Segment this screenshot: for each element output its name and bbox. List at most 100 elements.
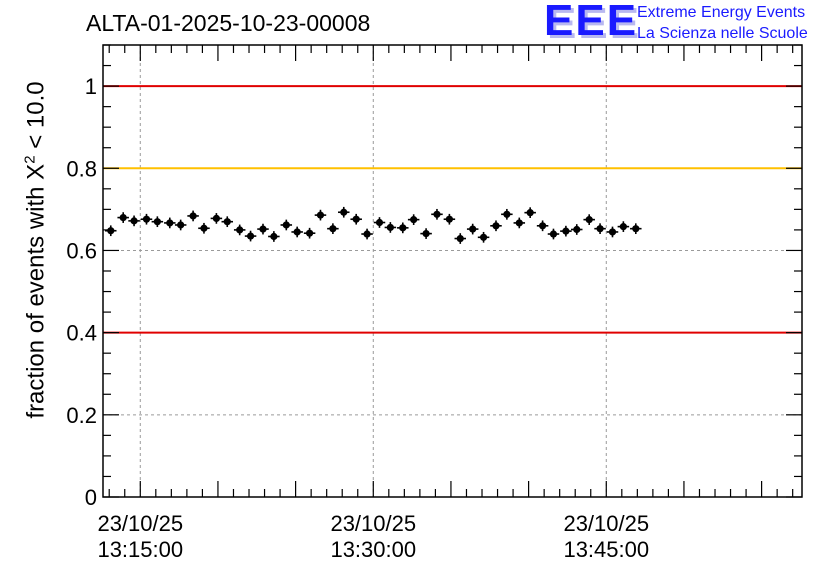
marker	[538, 222, 547, 230]
data-point-14	[268, 231, 280, 242]
y-tick-label-3: 0.6	[66, 238, 97, 263]
marker	[282, 221, 290, 229]
marker	[340, 208, 348, 216]
data-point-25	[397, 222, 409, 234]
grid	[103, 45, 802, 497]
data-point-24	[384, 222, 397, 233]
marker	[456, 234, 464, 243]
data-point-12	[244, 230, 257, 242]
data-point-38	[547, 228, 560, 240]
marker	[445, 215, 453, 223]
marker	[433, 210, 441, 218]
data-points	[105, 206, 642, 244]
y-tick-label-0: 0	[85, 485, 97, 510]
marker	[305, 229, 314, 237]
data-point-18	[314, 209, 327, 221]
data-point-9	[210, 213, 223, 224]
data-point-42	[594, 223, 606, 235]
x-tick-label-date-2: 23/10/25	[563, 511, 649, 536]
data-point-37	[536, 220, 549, 232]
marker	[363, 230, 371, 238]
marker	[422, 230, 430, 238]
logo-mark: EEE	[544, 0, 639, 45]
axis-ticks	[103, 44, 802, 498]
data-point-11	[233, 224, 246, 236]
data-point-4	[151, 216, 164, 228]
marker	[107, 227, 115, 235]
data-point-22	[361, 228, 373, 240]
data-point-3	[140, 213, 153, 225]
marker	[223, 218, 231, 226]
x-tick-label-time-2: 13:45:00	[563, 537, 649, 562]
data-point-31	[466, 223, 479, 235]
data-point-8	[198, 222, 210, 234]
data-point-21	[350, 213, 362, 225]
marker	[469, 225, 477, 233]
marker	[142, 215, 151, 223]
data-point-45	[630, 223, 642, 235]
marker	[189, 212, 197, 220]
marker	[236, 226, 244, 234]
data-point-30	[454, 233, 467, 244]
data-point-0	[105, 225, 117, 237]
marker	[549, 230, 558, 238]
data-point-19	[327, 223, 339, 235]
data-point-17	[303, 227, 316, 239]
marker	[329, 225, 337, 233]
y-tick-label-1: 0.2	[66, 403, 97, 428]
eee-logo: EEE Extreme Energy Events La Scienza nel…	[544, 0, 834, 48]
x-tick-label-time-0: 13:15:00	[97, 537, 183, 562]
marker	[479, 233, 488, 241]
tick-labels: 00.20.40.60.8123/10/2513:15:0023/10/2513…	[66, 74, 649, 562]
data-point-44	[617, 221, 630, 232]
data-point-5	[164, 217, 176, 229]
marker	[246, 232, 255, 240]
data-point-2	[128, 215, 140, 227]
data-point-41	[583, 214, 595, 225]
marker	[503, 210, 511, 218]
data-point-29	[443, 213, 456, 225]
marker	[596, 225, 604, 233]
marker	[166, 219, 174, 227]
data-point-23	[373, 217, 386, 228]
y-tick-label-5: 1	[85, 74, 97, 99]
data-point-13	[257, 223, 269, 235]
marker	[177, 221, 185, 229]
marker	[632, 225, 640, 233]
x-tick-label-time-1: 13:30:00	[330, 537, 416, 562]
marker	[608, 228, 617, 236]
marker	[130, 217, 138, 225]
marker	[153, 218, 161, 226]
data-point-43	[606, 226, 619, 238]
data-point-1	[117, 212, 129, 223]
marker	[492, 222, 500, 230]
marker	[573, 225, 581, 234]
marker	[352, 215, 360, 223]
marker	[619, 223, 627, 231]
marker	[375, 218, 384, 227]
data-point-34	[501, 208, 513, 220]
data-point-36	[524, 207, 536, 218]
marker	[316, 211, 325, 219]
plot-frame	[102, 44, 803, 498]
data-point-26	[407, 214, 420, 225]
data-point-40	[571, 224, 583, 235]
data-point-7	[187, 210, 199, 222]
logo-line1: Extreme Energy Events	[637, 4, 806, 21]
data-point-39	[560, 225, 572, 237]
y-tick-label-4: 0.8	[66, 156, 97, 181]
logo-line2: La Scienza nelle Scuole	[637, 25, 808, 42]
data-point-16	[291, 226, 303, 238]
reference-lines	[103, 85, 802, 334]
marker	[515, 219, 523, 227]
marker	[585, 216, 593, 224]
data-point-20	[338, 206, 350, 218]
x-tick-label-date-1: 23/10/25	[330, 511, 416, 536]
data-point-15	[280, 219, 293, 231]
marker	[526, 209, 534, 217]
chart-title: ALTA-01-2025-10-23-00008	[86, 10, 371, 36]
marker	[410, 216, 418, 224]
marker	[399, 224, 407, 232]
marker	[259, 225, 267, 233]
